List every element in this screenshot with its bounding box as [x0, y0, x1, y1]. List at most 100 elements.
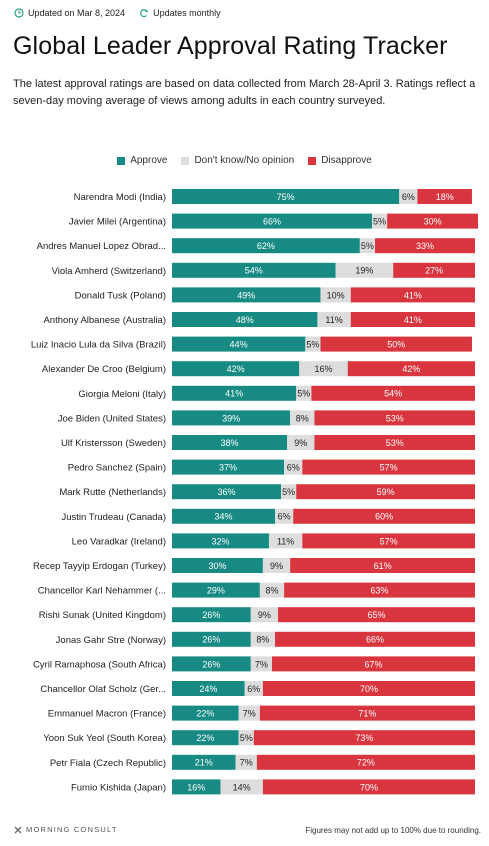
- category-label: Chancellor Karl Nehammer (...: [38, 586, 166, 597]
- data-label-approve: 37%: [219, 463, 237, 473]
- category-label: Donald Tusk (Poland): [75, 290, 166, 301]
- footer-logo: MORNING CONSULT: [14, 825, 118, 834]
- data-label-approve: 62%: [257, 241, 275, 251]
- data-label-approve: 54%: [245, 266, 263, 276]
- data-label-approve: 24%: [199, 684, 217, 694]
- data-label-disapprove: 65%: [368, 610, 386, 620]
- data-label-approve: 26%: [202, 635, 220, 645]
- data-label-disapprove: 33%: [416, 241, 434, 251]
- data-label-approve: 32%: [211, 536, 229, 546]
- category-label: Jonas Gahr Stre (Norway): [56, 635, 166, 646]
- data-label-disapprove: 73%: [355, 733, 373, 743]
- bar-neutral: [399, 189, 418, 204]
- bar-neutral: [317, 312, 351, 327]
- data-label-neutral: 7%: [255, 659, 268, 669]
- category-label: Pedro Sanchez (Spain): [68, 463, 166, 474]
- legend-item-approve: Approve: [117, 155, 167, 166]
- bar-approve: [172, 779, 221, 795]
- bar-approve: [172, 705, 239, 721]
- data-label-disapprove: 42%: [402, 364, 420, 374]
- bar-disapprove: [314, 410, 475, 426]
- footer-logo-text: MORNING CONSULT: [26, 825, 118, 834]
- data-label-approve: 38%: [221, 438, 239, 448]
- bar-disapprove: [275, 631, 475, 647]
- data-label-disapprove: 72%: [357, 758, 375, 768]
- data-label-disapprove: 54%: [384, 389, 402, 399]
- bar-approve: [172, 656, 251, 672]
- data-label-neutral: 9%: [294, 438, 307, 448]
- data-label-approve: 48%: [236, 315, 254, 325]
- bar-neutral: [305, 336, 321, 352]
- category-label: Joe Biden (United States): [58, 413, 166, 424]
- data-label-neutral: 9%: [270, 561, 283, 571]
- bar-disapprove: [278, 607, 475, 623]
- bar-approve: [172, 312, 318, 327]
- category-label: Petr Fiala (Czech Republic): [50, 758, 166, 769]
- category-label: Viola Amherd (Switzerland): [52, 266, 166, 277]
- legend-label-neutral: Don't know/No opinion: [194, 155, 295, 166]
- bar-disapprove: [417, 189, 472, 204]
- bar-neutral: [335, 262, 394, 278]
- bar-approve: [172, 508, 276, 524]
- category-label: Rishi Sunak (United Kingdom): [39, 610, 166, 621]
- bar-neutral: [296, 385, 312, 401]
- bar-disapprove: [393, 262, 475, 278]
- bar-neutral: [238, 730, 254, 746]
- data-label-approve: 22%: [196, 709, 214, 719]
- data-label-disapprove: 70%: [360, 684, 378, 694]
- data-label-disapprove: 18%: [436, 192, 454, 202]
- data-label-disapprove: 30%: [424, 217, 442, 227]
- bar-neutral: [250, 631, 276, 647]
- legend-item-neutral: Don't know/No opinion: [181, 155, 294, 166]
- bar-disapprove: [262, 779, 475, 795]
- bar-disapprove: [259, 705, 475, 721]
- data-label-neutral: 19%: [355, 266, 373, 276]
- data-label-approve: 29%: [207, 586, 225, 596]
- data-label-neutral: 7%: [240, 758, 253, 768]
- bar-disapprove: [253, 730, 475, 746]
- bar-approve: [172, 533, 269, 549]
- updated-text: Updated on Mar 8, 2024: [28, 8, 126, 18]
- data-label-approve: 41%: [225, 389, 243, 399]
- category-label: Leo Varadkar (Ireland): [72, 536, 166, 547]
- bar-neutral: [287, 435, 315, 450]
- bar-neutral: [238, 705, 260, 721]
- data-label-disapprove: 67%: [364, 659, 382, 669]
- legend-swatch-approve: [117, 156, 126, 165]
- clock-icon: [14, 8, 24, 18]
- data-label-neutral: 6%: [278, 512, 291, 522]
- bar-neutral: [320, 287, 351, 303]
- bar-approve: [172, 189, 400, 204]
- data-label-disapprove: 41%: [404, 315, 422, 325]
- data-label-disapprove: 70%: [360, 782, 378, 792]
- data-label-neutral: 6%: [402, 192, 415, 202]
- bar-disapprove: [320, 336, 472, 352]
- bar-disapprove: [256, 754, 475, 770]
- bar-disapprove: [347, 361, 475, 377]
- bar-approve: [172, 262, 336, 278]
- data-label-approve: 21%: [195, 758, 213, 768]
- bar-approve: [172, 582, 260, 598]
- data-label-approve: 30%: [208, 561, 226, 571]
- bar-neutral: [281, 484, 297, 500]
- bar-disapprove: [290, 558, 475, 573]
- frequency-info: Updates monthly: [139, 8, 221, 18]
- page-subtitle: The latest approval ratings are based on…: [13, 78, 476, 107]
- data-label-disapprove: 61%: [374, 561, 392, 571]
- category-label: Anthony Albanese (Australia): [43, 315, 166, 326]
- data-label-disapprove: 57%: [380, 463, 398, 473]
- data-label-disapprove: 27%: [425, 266, 443, 276]
- bar-disapprove: [350, 312, 475, 327]
- category-label: Alexander De Croo (Belgium): [42, 364, 166, 375]
- bar-neutral: [371, 213, 388, 229]
- data-label-neutral: 5%: [306, 340, 319, 350]
- data-label-disapprove: 57%: [380, 536, 398, 546]
- bar-approve: [172, 435, 288, 450]
- data-label-approve: 49%: [237, 290, 255, 300]
- data-label-neutral: 5%: [282, 487, 295, 497]
- data-label-neutral: 16%: [314, 364, 332, 374]
- data-label-disapprove: 53%: [386, 413, 404, 423]
- data-label-approve: 22%: [196, 733, 214, 743]
- data-label-approve: 26%: [202, 610, 220, 620]
- bar-neutral: [275, 508, 294, 524]
